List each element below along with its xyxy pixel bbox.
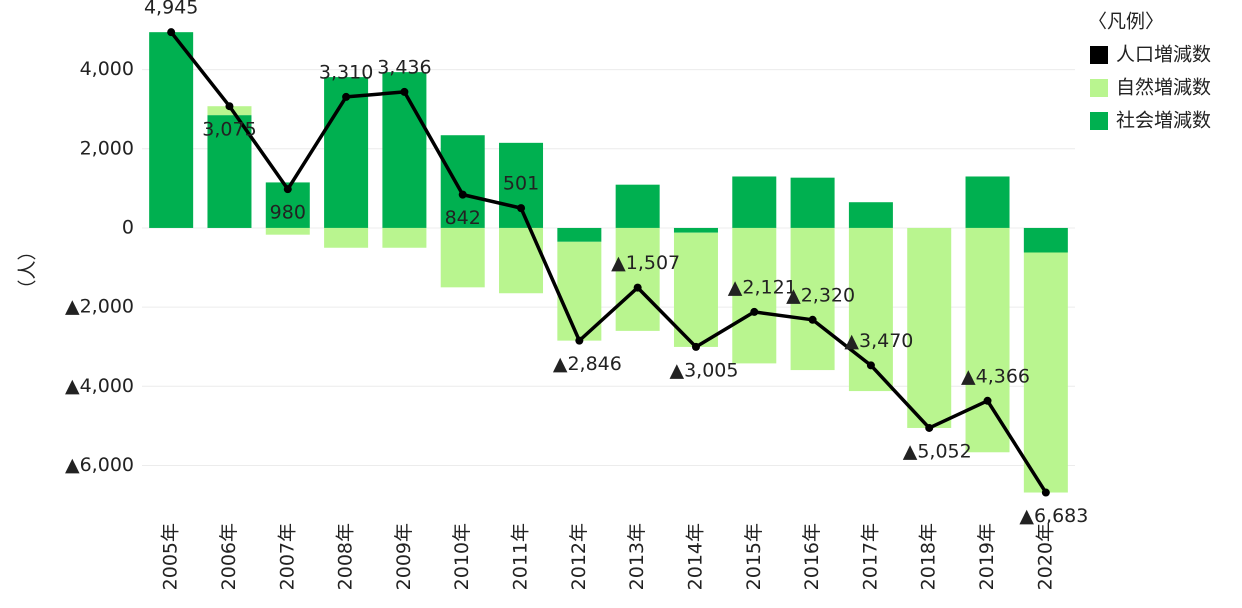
legend-swatch — [1090, 112, 1108, 130]
legend-title: 〈凡例〉 — [1088, 11, 1164, 33]
bar — [499, 227, 544, 294]
bar — [440, 135, 485, 228]
legend-swatch — [1090, 46, 1108, 64]
bar — [615, 184, 660, 228]
x-tick-label: 2009年 — [393, 523, 415, 590]
x-tick-label: 2010年 — [451, 523, 473, 590]
y-tick-label: 0 — [122, 216, 134, 238]
line-point — [983, 396, 992, 405]
data-label: 501 — [503, 173, 539, 195]
line-point — [517, 204, 526, 213]
bar — [265, 227, 310, 235]
bar — [1023, 252, 1068, 493]
bar — [732, 176, 777, 228]
bar — [382, 227, 427, 248]
bar — [790, 227, 835, 371]
data-label: ▲3,005 — [669, 359, 738, 381]
x-tick-label: 2011年 — [510, 523, 532, 590]
data-label: 3,075 — [202, 119, 256, 141]
x-tick-label: 2008年 — [335, 523, 357, 590]
bar — [732, 227, 777, 364]
bar — [324, 77, 369, 228]
bar — [790, 177, 835, 228]
data-label: 4,945 — [144, 0, 198, 19]
x-tick-label: 2012年 — [568, 523, 590, 590]
line-point — [283, 185, 292, 194]
x-tick-label: 2020年 — [1034, 523, 1056, 590]
bar — [207, 106, 252, 116]
x-tick-label: 2015年 — [743, 523, 765, 590]
bar — [207, 115, 252, 228]
line-point — [167, 28, 176, 37]
data-label: ▲2,121 — [728, 276, 797, 298]
x-tick-label: 2018年 — [918, 523, 940, 590]
line-point — [400, 87, 409, 96]
bar — [965, 176, 1010, 228]
data-label: ▲4,366 — [961, 365, 1030, 387]
data-label: 3,436 — [377, 56, 431, 78]
y-tick-label: ▲6,000 — [65, 454, 134, 476]
line-point — [575, 336, 584, 345]
x-tick-label: 2005年 — [160, 523, 182, 590]
legend-label: 自然増減数 — [1116, 77, 1211, 99]
bar — [965, 227, 1010, 453]
line-point — [458, 190, 467, 199]
bar — [907, 227, 952, 428]
x-tick-label: 2014年 — [684, 523, 706, 590]
x-tick-label: 2013年 — [626, 523, 648, 590]
y-tick-label: 4,000 — [80, 58, 134, 80]
data-label: 842 — [445, 207, 481, 229]
data-label: ▲5,052 — [903, 440, 972, 462]
data-label: ▲3,470 — [844, 330, 913, 352]
line-point — [225, 102, 234, 111]
legend-label: 社会増減数 — [1116, 110, 1211, 132]
bar — [673, 232, 718, 347]
data-label: ▲1,507 — [611, 252, 680, 274]
bar — [615, 227, 660, 331]
line-point — [866, 361, 875, 370]
bar — [848, 202, 893, 228]
y-tick-label: ▲2,000 — [65, 296, 134, 318]
x-tick-label: 2006年 — [218, 523, 240, 590]
data-label: ▲2,320 — [786, 284, 855, 306]
data-label: 980 — [270, 202, 306, 224]
x-tick-label: 2019年 — [976, 523, 998, 590]
line-point — [925, 423, 934, 432]
y-tick-label: ▲4,000 — [65, 375, 134, 397]
bar — [673, 227, 718, 233]
data-label: 3,310 — [319, 61, 373, 83]
line — [169, 31, 1048, 494]
data-label: ▲2,846 — [553, 353, 622, 375]
bar — [557, 241, 602, 341]
data-label: ▲6,683 — [1019, 505, 1088, 527]
bar — [1023, 227, 1068, 253]
legend-swatch — [1090, 79, 1108, 97]
bar — [557, 227, 602, 242]
x-tick-label: 2007年 — [276, 523, 298, 590]
bar — [149, 32, 194, 228]
bar — [499, 142, 544, 228]
line-point — [1041, 488, 1050, 497]
x-tick-label: 2016年 — [801, 523, 823, 590]
bar — [324, 227, 369, 248]
line-point — [691, 342, 700, 351]
line-point — [633, 283, 642, 292]
y-axis-label: （人） — [17, 241, 39, 298]
x-tick-label: 2017年 — [859, 523, 881, 590]
y-tick-label: 2,000 — [80, 137, 134, 159]
bar — [382, 72, 427, 228]
line-point — [750, 307, 759, 316]
line-point — [808, 315, 817, 324]
bar — [440, 227, 485, 288]
line-point — [342, 92, 351, 101]
legend-label: 人口増減数 — [1116, 44, 1211, 66]
